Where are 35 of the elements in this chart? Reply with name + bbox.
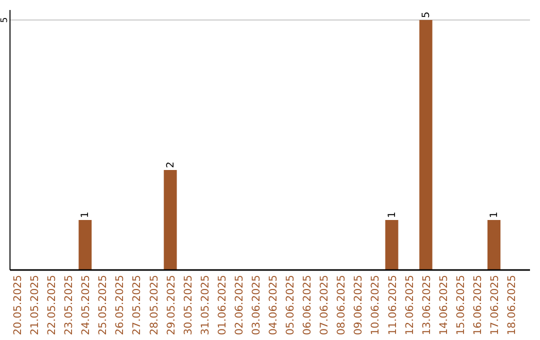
data-label: 2 <box>165 162 176 168</box>
x-tick-label: 18.06.2025 <box>506 275 518 336</box>
x-tick-label: 26.05.2025 <box>114 275 126 336</box>
x-tick-label: 06.06.2025 <box>302 275 314 336</box>
x-tick-label: 01.06.2025 <box>216 275 228 336</box>
x-tick-label: 15.06.2025 <box>454 275 467 336</box>
x-tick-label: 02.06.2025 <box>233 275 246 336</box>
x-tick-label: 08.06.2025 <box>336 275 348 336</box>
x-tick-label: 29.05.2025 <box>165 275 178 336</box>
x-tick-label: 16.06.2025 <box>472 275 484 336</box>
x-tick-label: 13.06.2025 <box>420 275 433 336</box>
data-label: 5 <box>420 12 432 18</box>
x-tick-label: 24.05.2025 <box>80 275 92 336</box>
x-tick-label: 30.05.2025 <box>182 275 194 336</box>
x-tick-label: 04.06.2025 <box>268 275 280 336</box>
x-tick-label: 09.06.2025 <box>352 275 365 336</box>
x-tick-label: 07.06.2025 <box>318 275 331 336</box>
x-tick-label: 31.05.2025 <box>199 275 212 336</box>
x-tick-label: 28.05.2025 <box>148 275 160 336</box>
x-tick-label: 20.05.2025 <box>12 275 24 336</box>
x-tick-label: 11.06.2025 <box>386 275 399 336</box>
x-tick-label: 10.06.2025 <box>370 275 382 336</box>
x-tick-label: 05.06.2025 <box>284 275 297 336</box>
x-tick-label: 14.06.2025 <box>438 275 450 336</box>
x-tick-label: 17.06.2025 <box>488 275 501 336</box>
x-tick-label: 27.05.2025 <box>131 275 144 336</box>
x-tick-label: 22.05.2025 <box>46 275 58 336</box>
data-label: 1 <box>488 212 500 218</box>
x-tick-label: 21.05.2025 <box>29 275 42 336</box>
x-tick-label: 23.05.2025 <box>63 275 76 336</box>
data-label: 1 <box>80 212 92 218</box>
x-tick-label: 12.06.2025 <box>404 275 416 336</box>
x-tick-label: 03.06.2025 <box>250 275 262 336</box>
data-label: 1 <box>386 212 398 218</box>
x-tick-label: 25.05.2025 <box>97 275 110 336</box>
